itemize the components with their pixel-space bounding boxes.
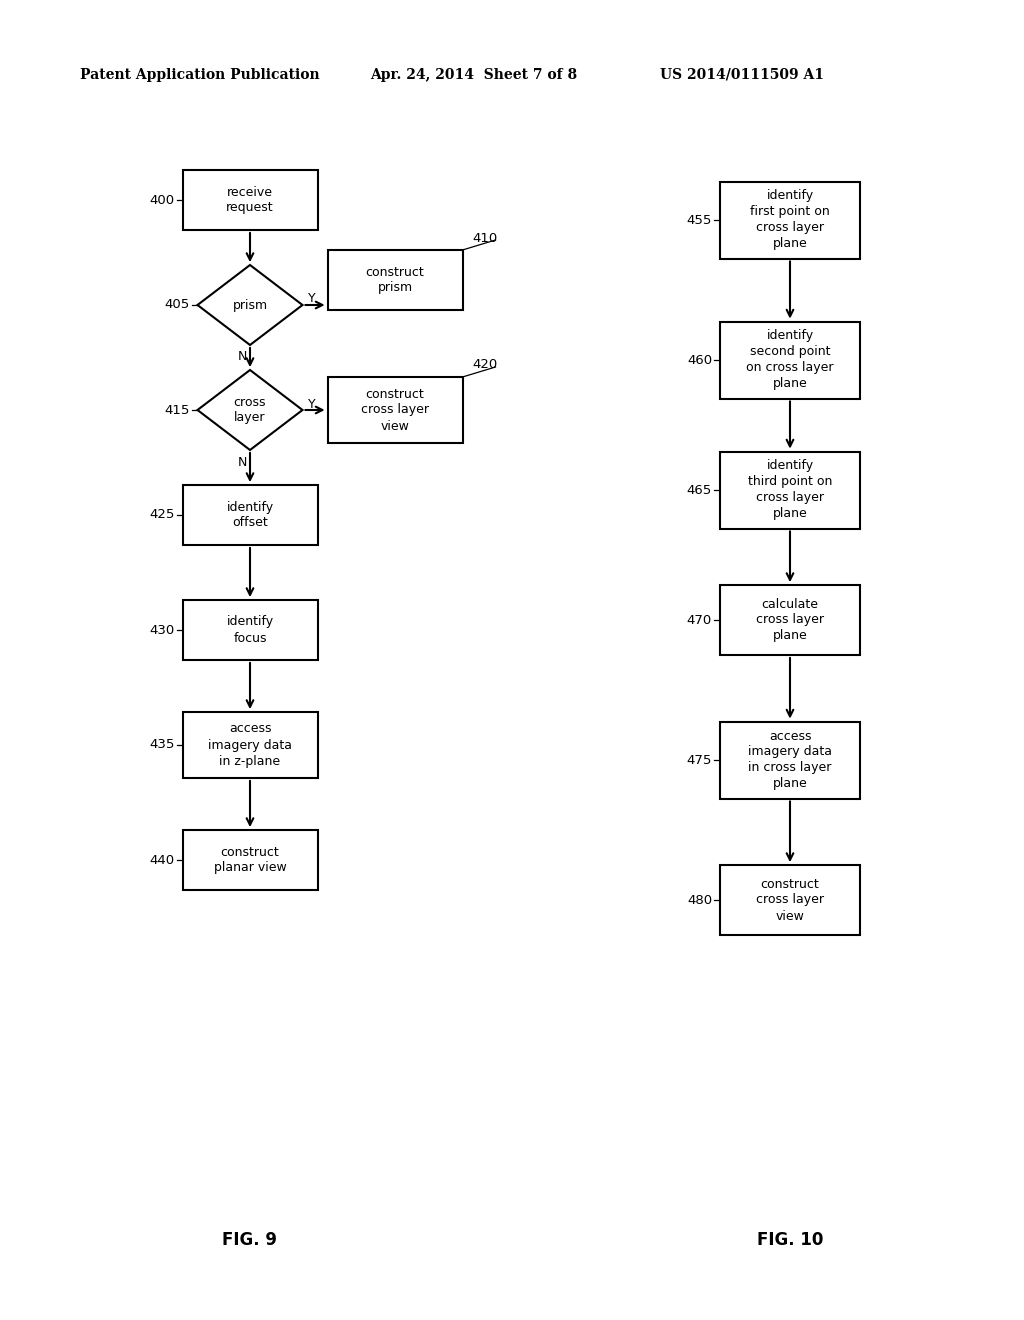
Bar	[720, 585, 860, 655]
Bar	[720, 322, 860, 399]
Text: construct
cross layer
view: construct cross layer view	[756, 878, 824, 923]
Text: cross
layer: cross layer	[233, 396, 266, 425]
Text: FIG. 9: FIG. 9	[222, 1232, 278, 1249]
Bar	[328, 378, 463, 444]
Text: prism: prism	[232, 298, 267, 312]
Text: 430: 430	[150, 623, 174, 636]
Text: access
imagery data
in z-plane: access imagery data in z-plane	[208, 722, 292, 767]
Text: identify
first point on
cross layer
plane: identify first point on cross layer plan…	[751, 190, 829, 251]
Text: identify
second point
on cross layer
plane: identify second point on cross layer pla…	[746, 330, 834, 391]
Text: Patent Application Publication: Patent Application Publication	[80, 69, 319, 82]
Bar	[182, 170, 317, 230]
Text: 400: 400	[150, 194, 174, 206]
Text: 465: 465	[687, 483, 712, 496]
Bar	[182, 711, 317, 777]
Text: identify
third point on
cross layer
plane: identify third point on cross layer plan…	[748, 459, 833, 520]
Text: 425: 425	[150, 508, 174, 521]
Text: 405: 405	[164, 298, 189, 312]
Text: construct
prism: construct prism	[366, 265, 424, 294]
Text: Y: Y	[307, 397, 315, 411]
Text: 455: 455	[687, 214, 712, 227]
Text: 475: 475	[687, 754, 712, 767]
Text: 460: 460	[687, 354, 712, 367]
Bar	[182, 830, 317, 890]
Text: Y: Y	[307, 293, 315, 305]
Polygon shape	[198, 265, 302, 345]
Text: 415: 415	[164, 404, 189, 417]
Text: US 2014/0111509 A1: US 2014/0111509 A1	[660, 69, 824, 82]
Bar	[328, 249, 463, 310]
Text: N: N	[238, 351, 248, 363]
Polygon shape	[198, 370, 302, 450]
Text: construct
cross layer
view: construct cross layer view	[361, 388, 429, 433]
Text: 435: 435	[150, 738, 174, 751]
Bar	[720, 722, 860, 799]
Bar	[182, 484, 317, 545]
Bar	[720, 865, 860, 935]
Text: 410: 410	[472, 231, 498, 244]
Text: Apr. 24, 2014  Sheet 7 of 8: Apr. 24, 2014 Sheet 7 of 8	[370, 69, 578, 82]
Text: N: N	[238, 455, 248, 469]
Bar	[182, 601, 317, 660]
Text: 470: 470	[687, 614, 712, 627]
Text: FIG. 10: FIG. 10	[757, 1232, 823, 1249]
Text: 420: 420	[472, 359, 498, 371]
Text: 480: 480	[687, 894, 712, 907]
Text: construct
planar view: construct planar view	[214, 846, 287, 874]
Bar	[720, 181, 860, 259]
Text: 440: 440	[150, 854, 174, 866]
Text: access
imagery data
in cross layer
plane: access imagery data in cross layer plane	[748, 730, 831, 791]
Text: calculate
cross layer
plane: calculate cross layer plane	[756, 598, 824, 643]
Text: identify
offset: identify offset	[226, 500, 273, 529]
Bar	[720, 451, 860, 528]
Text: identify
focus: identify focus	[226, 615, 273, 644]
Text: receive
request: receive request	[226, 186, 273, 214]
